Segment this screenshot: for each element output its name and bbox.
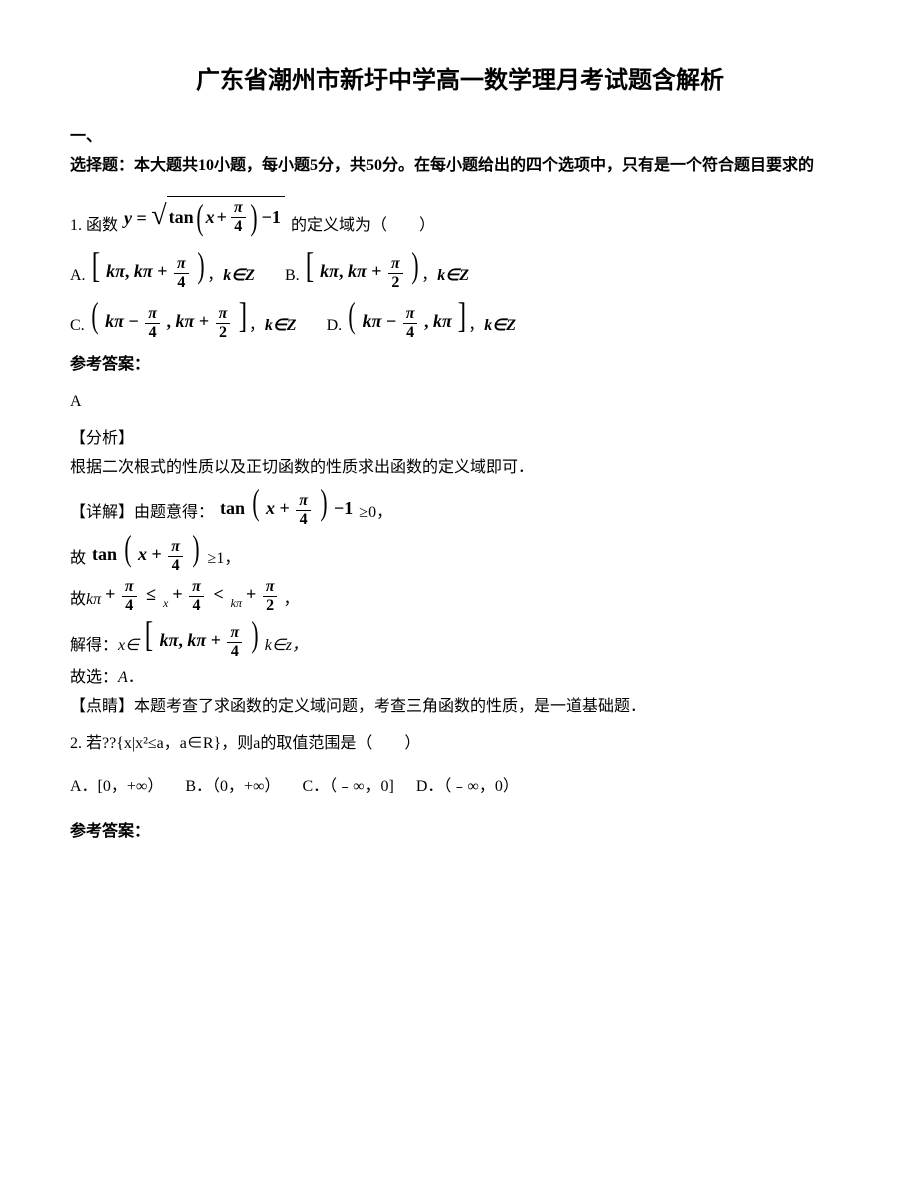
section-num: 一、: [70, 128, 102, 145]
q1-choose: 故选：A．: [70, 664, 850, 693]
q1-prefix: 1. 函数: [70, 212, 118, 241]
section-1-header: 一、 选择题：本大题共10小题，每小题5分，共50分。在每小题给出的四个选项中，…: [70, 123, 850, 181]
q1-detail-line1: 【详解】由题意得： tan ( x + π4 ) −1 ≥0，: [70, 486, 850, 528]
q2-option-b: B．（0，+∞）: [185, 773, 280, 802]
q1-equation: y = √ tan ( x + π 4 ) −1: [124, 191, 285, 241]
q1-answer-label: 参考答案：: [70, 351, 850, 380]
q1-option-d: D. ( kπ − π4 , kπ ] ， k∈Z: [327, 299, 516, 341]
q1-detail-line3: 故 kπ + π4 ≤ x + π4 < kπ + π2 ，: [70, 578, 850, 614]
q2-option-a: A．[0，+∞）: [70, 773, 163, 802]
q1-detail-line4: 解得： x∈ [ kπ, kπ + π4 ) k∈z，: [70, 618, 850, 660]
q2-options: A．[0，+∞） B．（0，+∞） C．（﹣∞，0] D．（﹣∞，0）: [70, 773, 850, 802]
question-1: 1. 函数 y = √ tan ( x + π 4 ) −1: [70, 191, 850, 722]
doc-title: 广东省潮州市新圩中学高一数学理月考试题含解析: [70, 60, 850, 103]
q1-stem: 1. 函数 y = √ tan ( x + π 4 ) −1: [70, 191, 850, 241]
q1-comment: 【点睛】本题考查了求函数的定义域问题，考查三角函数的性质，是一道基础题．: [70, 693, 850, 722]
q2-option-c: C．（﹣∞，0]: [302, 773, 393, 802]
q1-option-c: C. ( kπ − π4 , kπ + π2 ] ， k∈Z: [70, 299, 297, 341]
q2-answer-label: 参考答案：: [70, 818, 850, 847]
q1-suffix: 的定义域为（ ）: [291, 212, 435, 241]
section-instructions: 选择题：本大题共10小题，每小题5分，共50分。在每小题给出的四个选项中，只有是…: [70, 157, 814, 174]
q1-option-a: A. [ kπ, kπ + π4 ) ， k∈Z: [70, 249, 255, 291]
q1-options-row1: A. [ kπ, kπ + π4 ) ， k∈Z B. [ kπ, kπ + π…: [70, 249, 850, 291]
q1-detail-line2: 故 tan ( x + π4 ) ≥1，: [70, 532, 850, 574]
q2-option-d: D．（﹣∞，0）: [416, 773, 519, 802]
q1-answer: A: [70, 388, 850, 417]
q1-options-row2: C. ( kπ − π4 , kπ + π2 ] ， k∈Z D. ( kπ −…: [70, 299, 850, 341]
q1-option-b: B. [ kπ, kπ + π2 ) ， k∈Z: [285, 249, 469, 291]
q1-analysis-text: 根据二次根式的性质以及正切函数的性质求出函数的定义域即可．: [70, 454, 850, 483]
q2-stem: 2. 若??{x|x²≤a，a∈R}，则a的取值范围是（ ）: [70, 730, 850, 759]
q1-analysis-label: 【分析】: [70, 425, 850, 454]
question-2: 2. 若??{x|x²≤a，a∈R}，则a的取值范围是（ ） A．[0，+∞） …: [70, 730, 850, 846]
